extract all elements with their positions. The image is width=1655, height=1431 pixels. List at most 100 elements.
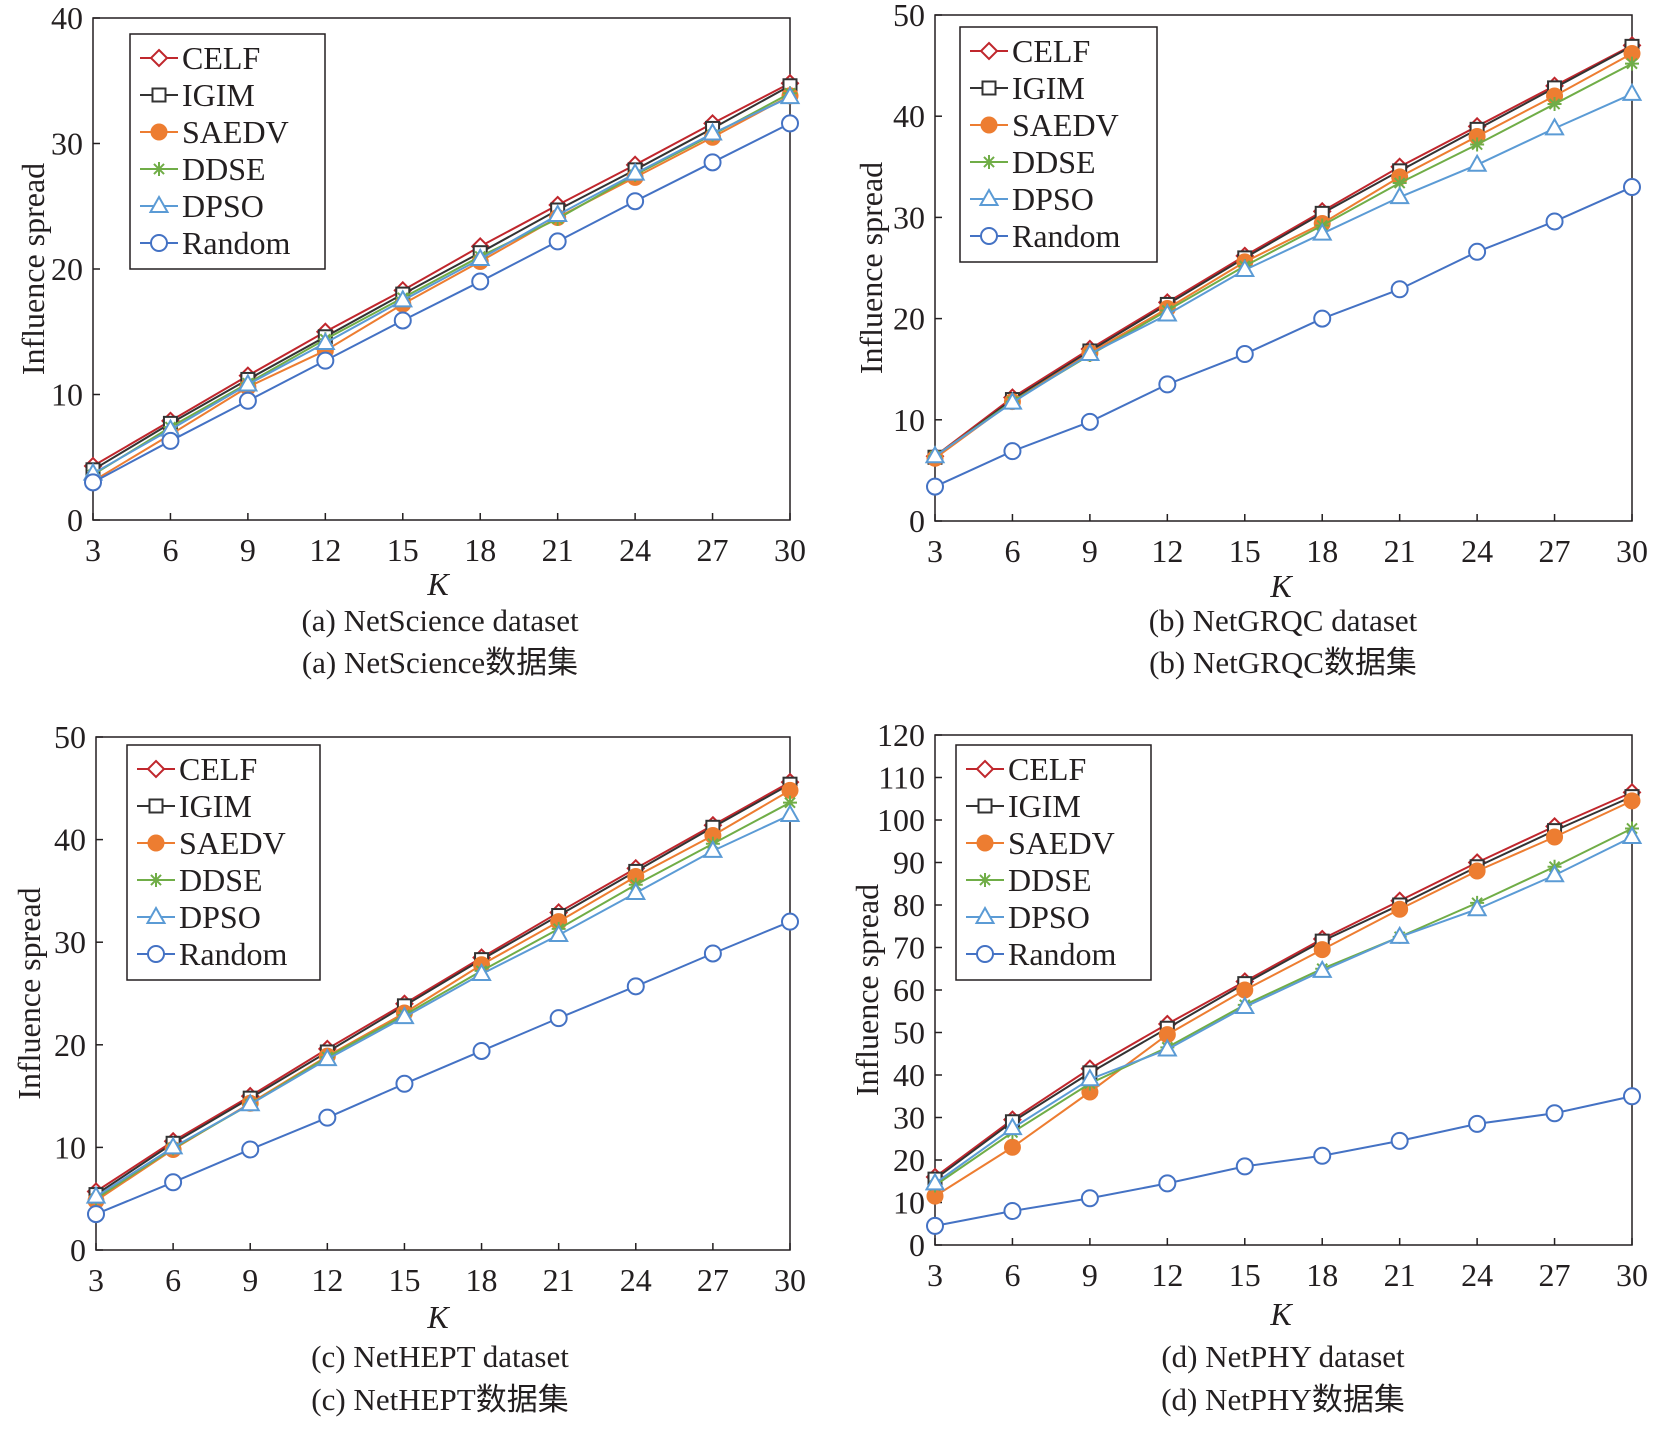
data-point-dpso (1544, 117, 1565, 136)
data-point-random (926, 477, 944, 496)
x-tick-label: 6 (162, 532, 178, 568)
series-line-saedv (934, 799, 1633, 1197)
y-tick-label: 20 (893, 301, 925, 337)
data-point-dpso (1544, 864, 1565, 883)
data-point-random (1235, 345, 1254, 364)
data-point-random (471, 272, 490, 291)
series-line-celf (95, 781, 791, 1193)
chart-caption-cn: (b) NetGRQC数据集 (1149, 645, 1417, 680)
data-point-dpso (779, 86, 801, 105)
y-tick-label: 0 (909, 503, 925, 539)
data-point-dpso (1389, 925, 1410, 944)
legend-marker-igim (151, 87, 167, 103)
data-point-random (472, 1041, 491, 1060)
data-point-random (548, 232, 567, 251)
legend-label-igim: IGIM (179, 788, 252, 824)
series-dpso (82, 86, 801, 481)
legend-marker-igim (148, 798, 164, 814)
x-tick-label: 18 (1306, 1257, 1338, 1293)
data-point-saedv (1468, 862, 1486, 880)
data-point-ddse (1392, 175, 1407, 190)
legend-box (126, 744, 321, 981)
y-axis-label: Influence spread (11, 887, 47, 1099)
series-random (926, 1087, 1641, 1235)
data-point-saedv (1391, 900, 1409, 918)
y-tick-label: 10 (893, 402, 925, 438)
data-point-dpso (1389, 186, 1410, 205)
x-tick-label: 3 (88, 1262, 104, 1298)
chart-panel-b: 0 10 20 30 40 50 3 6 9 12 15 18 21 24 27 30 K Influence s… (853, 0, 1648, 680)
legend-marker-saedv (147, 834, 165, 852)
legend-label-dpso: DPSO (1008, 899, 1090, 935)
x-tick-label: 3 (85, 532, 101, 568)
data-point-dpso (85, 1185, 107, 1204)
data-point-dpso (1002, 1117, 1023, 1136)
data-point-random (1080, 412, 1099, 431)
data-point-dpso (1312, 222, 1333, 241)
data-point-dpso (394, 1006, 415, 1025)
y-tick-label: 50 (54, 719, 86, 755)
x-tick-label: 9 (1082, 533, 1098, 569)
y-tick-label: 10 (51, 377, 83, 413)
y-axis-label: Influence spread (849, 884, 885, 1096)
data-point-dpso (924, 1172, 946, 1191)
chart-caption: (b) NetGRQC dataset (1149, 603, 1418, 638)
data-point-random (1545, 212, 1564, 231)
legend-marker-saedv (150, 123, 168, 141)
data-point-random (241, 1140, 260, 1159)
y-tick-label: 80 (893, 887, 925, 923)
x-tick-label: 9 (242, 1262, 258, 1298)
x-tick-label: 3 (927, 1257, 943, 1293)
data-point-saedv (1003, 1138, 1021, 1156)
legend-marker-random (980, 227, 998, 245)
data-point-dpso (702, 122, 723, 141)
data-point-ddse (1470, 137, 1485, 152)
series-line-random (934, 186, 1633, 488)
x-tick-label: 3 (927, 533, 943, 569)
x-tick-label: 15 (388, 1262, 420, 1298)
x-tick-label: 15 (1229, 533, 1261, 569)
data-point-dpso (779, 803, 801, 822)
x-tick-label: 21 (1384, 1257, 1416, 1293)
data-point-ddse (1625, 56, 1639, 71)
data-point-dpso (1234, 258, 1255, 278)
chart-panel-c: 0 10 20 30 40 50 3 6 9 12 15 18 21 24 27 30 K Influence s… (11, 719, 806, 1417)
data-point-random (238, 391, 257, 410)
x-tick-label: 21 (543, 1262, 575, 1298)
y-tick-label: 0 (67, 502, 83, 538)
x-tick-label: 30 (774, 1262, 806, 1298)
x-tick-label: 24 (619, 532, 651, 568)
x-tick-label: 12 (1151, 1257, 1183, 1293)
x-tick-label: 30 (1616, 1257, 1648, 1293)
legend-marker-saedv (980, 116, 998, 134)
legend-label-saedv: SAEDV (1008, 825, 1115, 861)
legend-label-celf: CELF (1008, 751, 1086, 787)
legend-label-celf: CELF (182, 40, 260, 76)
data-point-random (781, 912, 799, 931)
x-tick-label: 15 (387, 532, 419, 568)
data-point-dpso (1621, 82, 1643, 101)
x-tick-label: 12 (1151, 533, 1183, 569)
data-point-random (1390, 280, 1409, 299)
data-point-dpso (924, 445, 946, 464)
legend-marker-random (150, 234, 168, 252)
data-point-random (1623, 1087, 1641, 1106)
series-line-random (934, 1095, 1633, 1227)
chart-caption: (c) NetHEPT dataset (311, 1339, 569, 1374)
data-point-dpso (237, 373, 259, 392)
legend-marker-ddse (978, 873, 992, 887)
series-line-celf (934, 44, 1633, 458)
series-random (84, 114, 799, 492)
legend-marker-ddse (149, 873, 163, 887)
x-tick-label: 27 (697, 532, 729, 568)
data-point-random (549, 1009, 568, 1028)
y-tick-label: 0 (909, 1227, 925, 1263)
series-line-random (95, 920, 791, 1216)
data-point-dpso (1002, 391, 1023, 410)
data-point-dpso (315, 332, 336, 351)
series-line-igim (934, 45, 1633, 459)
data-point-dpso (1466, 898, 1488, 917)
y-tick-label: 10 (54, 1129, 86, 1165)
x-tick-label: 24 (620, 1262, 652, 1298)
